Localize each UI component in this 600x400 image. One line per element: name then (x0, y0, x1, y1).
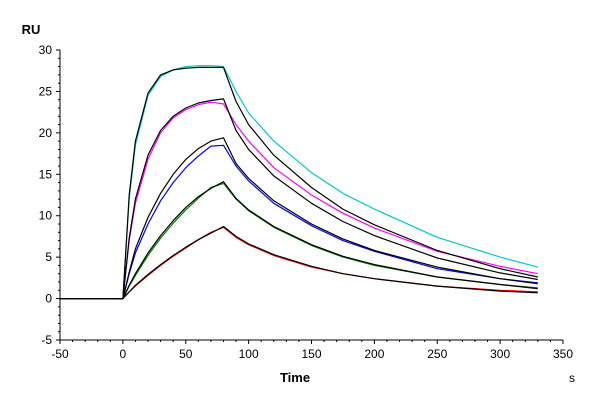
fit-line-2 (60, 98, 538, 300)
x-tick-label: 50 (179, 347, 193, 361)
y-tick-label: 10 (39, 209, 53, 223)
fit-line-5 (60, 225, 538, 300)
x-tick-label: 150 (301, 347, 321, 361)
y-tick-label: 15 (39, 167, 53, 181)
y-tick-label: 0 (45, 292, 52, 306)
fit-line-3 (60, 137, 538, 300)
x-tick-label: 0 (120, 347, 127, 361)
x-tick-label: -50 (51, 347, 69, 361)
y-tick-label: 5 (45, 250, 52, 264)
x-tick-label: 100 (239, 347, 259, 361)
series-line-3 (60, 144, 538, 300)
x-axis-unit: s (569, 371, 575, 385)
y-tick-label: 30 (39, 43, 53, 57)
y-tick-label: 20 (39, 126, 53, 140)
x-tick-label: 350 (553, 347, 573, 361)
fit-line-4 (60, 181, 538, 300)
fit-line-1 (60, 66, 538, 300)
y-axis-label: RU (22, 22, 41, 37)
x-tick-label: 200 (364, 347, 384, 361)
y-tick-label: 25 (39, 84, 53, 98)
y-tick-label: -5 (41, 333, 52, 347)
x-axis-label: Time (280, 370, 310, 385)
x-tick-label: 250 (427, 347, 447, 361)
plot-area (60, 65, 538, 300)
series-line-1 (60, 65, 538, 300)
x-tick-label: 300 (490, 347, 510, 361)
series-line-2 (60, 101, 538, 300)
